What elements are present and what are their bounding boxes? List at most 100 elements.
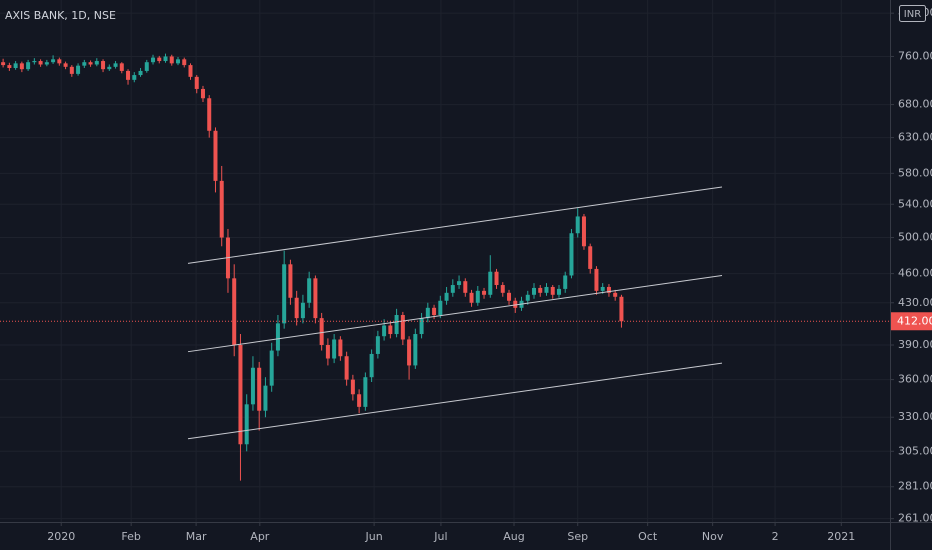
y-tick-label: 390.00 <box>898 338 932 351</box>
candle-body <box>200 88 205 99</box>
candle-body <box>269 350 274 386</box>
candle-body <box>76 65 81 74</box>
x-tick-label: Aug <box>503 530 524 543</box>
candle-body <box>107 66 112 70</box>
candle-body <box>288 264 293 298</box>
grid-layer <box>0 0 890 522</box>
axis-layer: 840.00760.00680.00630.00580.00540.00500.… <box>47 6 932 543</box>
x-tick-label: Jul <box>433 530 447 543</box>
x-tick-label: Apr <box>250 530 270 543</box>
candle-body <box>444 292 449 301</box>
trend-line <box>187 186 723 264</box>
candle-body <box>425 307 430 319</box>
candle-body <box>569 233 574 276</box>
candle-body <box>438 300 443 316</box>
candle-body <box>388 325 393 335</box>
candle-body <box>550 286 555 295</box>
y-tick-label: 500.00 <box>898 231 932 244</box>
candle-body <box>169 56 174 64</box>
candle-body <box>394 315 399 335</box>
candle-body <box>475 290 480 303</box>
y-tick-label: 540.00 <box>898 197 932 210</box>
candle-body <box>182 59 187 66</box>
candle-body <box>613 292 618 297</box>
chart-title: AXIS BANK, 1D, NSE <box>5 9 116 22</box>
candle-body <box>132 75 137 80</box>
candle-body <box>250 367 255 405</box>
candle-body <box>57 59 62 64</box>
candle-body <box>544 286 549 293</box>
candle-body <box>581 216 586 247</box>
candle-body <box>313 278 318 319</box>
candle-body <box>119 63 124 71</box>
candle-body <box>138 70 143 76</box>
candle-body <box>344 356 349 380</box>
candle-body <box>457 281 462 286</box>
trend-line <box>187 362 723 440</box>
candle-body <box>600 286 605 291</box>
candle-body <box>525 294 530 301</box>
candle-body <box>588 246 593 269</box>
candle-body <box>400 315 405 340</box>
candle-body <box>219 180 224 238</box>
candle-body <box>432 307 437 316</box>
currency-badge[interactable] <box>899 5 926 22</box>
x-tick-label: 2020 <box>47 530 75 543</box>
y-tick-label: 261.00 <box>898 512 932 525</box>
candle-body <box>594 268 599 291</box>
candle-body <box>538 287 543 293</box>
candle-body <box>307 278 312 303</box>
candle-body <box>275 323 280 351</box>
candle-body <box>407 339 412 366</box>
candle-body <box>26 62 31 70</box>
candle-body <box>300 302 305 319</box>
candle-body <box>294 297 299 319</box>
y-tick-label: 630.00 <box>898 131 932 144</box>
candle-body <box>207 98 212 131</box>
candle-body <box>606 286 611 293</box>
candle-body <box>282 264 287 324</box>
candle-body <box>382 325 387 337</box>
candle-body <box>232 278 237 345</box>
candle-body <box>63 63 68 67</box>
x-tick-label: Sep <box>567 530 588 543</box>
candle-body <box>319 318 324 345</box>
y-tick-label: 460.00 <box>898 267 932 280</box>
candle-body <box>82 62 87 66</box>
candle-body <box>463 281 468 293</box>
candle-body <box>126 70 131 80</box>
x-tick-label: 2021 <box>827 530 855 543</box>
candle-body <box>500 285 505 293</box>
candle-body <box>38 61 43 65</box>
candle-body <box>413 334 418 366</box>
candle-body <box>188 65 193 77</box>
last-price-label: 412.00 <box>897 314 932 327</box>
candle-body <box>494 271 499 286</box>
last-price-badge <box>891 312 932 331</box>
candle-body <box>363 377 368 407</box>
currency-label[interactable]: INR <box>904 9 921 20</box>
y-tick-label: 430.00 <box>898 296 932 309</box>
candle-body <box>13 63 18 68</box>
candle-body <box>19 63 24 70</box>
y-tick-label: 680.00 <box>898 98 932 111</box>
candle-body <box>157 57 162 62</box>
candle-body <box>619 296 624 322</box>
x-tick-label: Feb <box>121 530 140 543</box>
candle-body <box>532 287 536 295</box>
x-tick-label: Mar <box>186 530 207 543</box>
y-tick-label: 281.00 <box>898 480 932 493</box>
candle-body <box>7 65 12 68</box>
x-tick-label: Nov <box>702 530 724 543</box>
candle-body <box>44 62 49 65</box>
candle-body <box>163 56 168 62</box>
candle-body <box>88 62 93 65</box>
candle-body <box>357 394 362 407</box>
candle-body <box>563 275 568 289</box>
candle-body <box>375 336 380 354</box>
candle-body <box>194 76 199 89</box>
candle-body <box>32 61 37 63</box>
